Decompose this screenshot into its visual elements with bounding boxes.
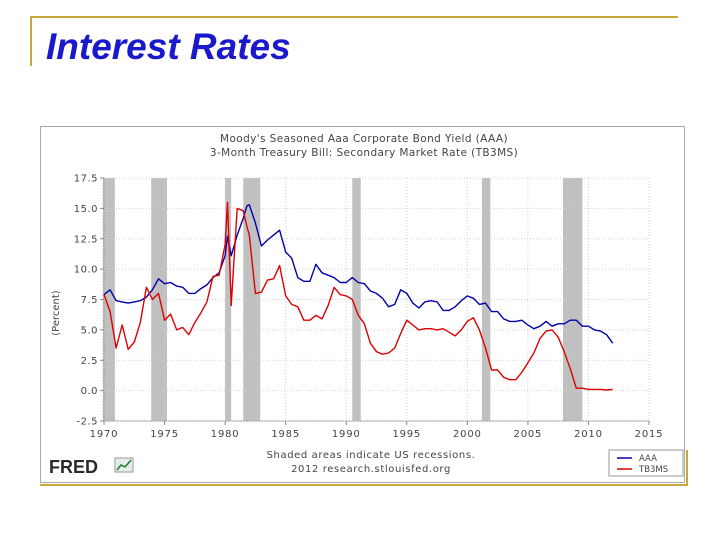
- interest-rate-chart: -2.5 0.0 2.5 5.0 7.5 10.0 12.5 15.0 17.5 1970 1975…: [49, 133, 684, 477]
- y-tick-label: 7.5: [81, 295, 98, 306]
- y-tick-label: 15.0: [74, 204, 98, 215]
- y-tick-label: -2.5: [76, 417, 98, 428]
- legend-label-aaa: AAA: [639, 454, 657, 464]
- footnote-line-2: 2012 research.stlouisfed.org: [291, 464, 451, 475]
- x-tick-label: 1985: [271, 429, 300, 440]
- y-tick-label: 12.5: [74, 234, 98, 245]
- legend-box: [608, 449, 684, 477]
- series-line-aaa: [103, 203, 614, 344]
- slide-title: Interest Rates: [46, 26, 291, 67]
- y-tick-label: 0.0: [81, 386, 98, 397]
- y-tick-label: 10.0: [74, 265, 98, 276]
- series-line-tb3ms: [103, 201, 613, 391]
- recession-band-1: [102, 178, 115, 421]
- legend: AAA TB3MS: [608, 449, 684, 477]
- x-tick-label: 2015: [635, 429, 664, 440]
- y-tick-label: 17.5: [74, 174, 98, 185]
- x-tick-label: 2000: [453, 429, 482, 440]
- x-tick-label: 1970: [90, 429, 119, 440]
- legend-label-tb3ms: TB3MS: [638, 465, 668, 475]
- bottom-border-line: [40, 484, 688, 486]
- x-tick-label: 2010: [574, 429, 603, 440]
- x-tick-label: 2005: [514, 429, 543, 440]
- right-border-line: [686, 450, 688, 486]
- x-tick-label: 1980: [211, 429, 240, 440]
- y-tick-label: 2.5: [81, 356, 98, 367]
- chart-frame: -2.5 0.0 2.5 5.0 7.5 10.0 12.5 15.0 17.5 1970 1975…: [40, 126, 685, 483]
- chart-title: Moody's Seasoned Aaa Corporate Bond Yiel…: [220, 133, 508, 145]
- y-axis-label: (Percent): [51, 290, 62, 336]
- footnote-line-1: Shaded areas indicate US recessions.: [267, 450, 476, 461]
- recession-band-6: [481, 178, 491, 421]
- left-border-line: [30, 16, 32, 66]
- chart-subtitle: 3-Month Treasury Bill: Secondary Market …: [210, 147, 518, 159]
- fred-logo: FRED: [49, 457, 134, 477]
- gridlines: [103, 177, 650, 422]
- axis-ticks: -2.5 0.0 2.5 5.0 7.5 10.0 12.5 15.0 17.5 1970 1975…: [74, 174, 664, 441]
- x-tick-label: 1975: [150, 429, 179, 440]
- y-tick-label: 5.0: [81, 325, 98, 336]
- fred-logo-icon-box: [114, 457, 134, 473]
- series-lines: [103, 201, 614, 391]
- recession-shading: [102, 178, 583, 421]
- x-tick-label: 1990: [332, 429, 361, 440]
- fred-logo-trend-icon: [116, 459, 132, 471]
- top-border-line: [30, 16, 678, 18]
- x-tick-label: 1995: [392, 429, 421, 440]
- recession-band-3: [225, 178, 232, 421]
- fred-logo-text: FRED: [49, 457, 98, 477]
